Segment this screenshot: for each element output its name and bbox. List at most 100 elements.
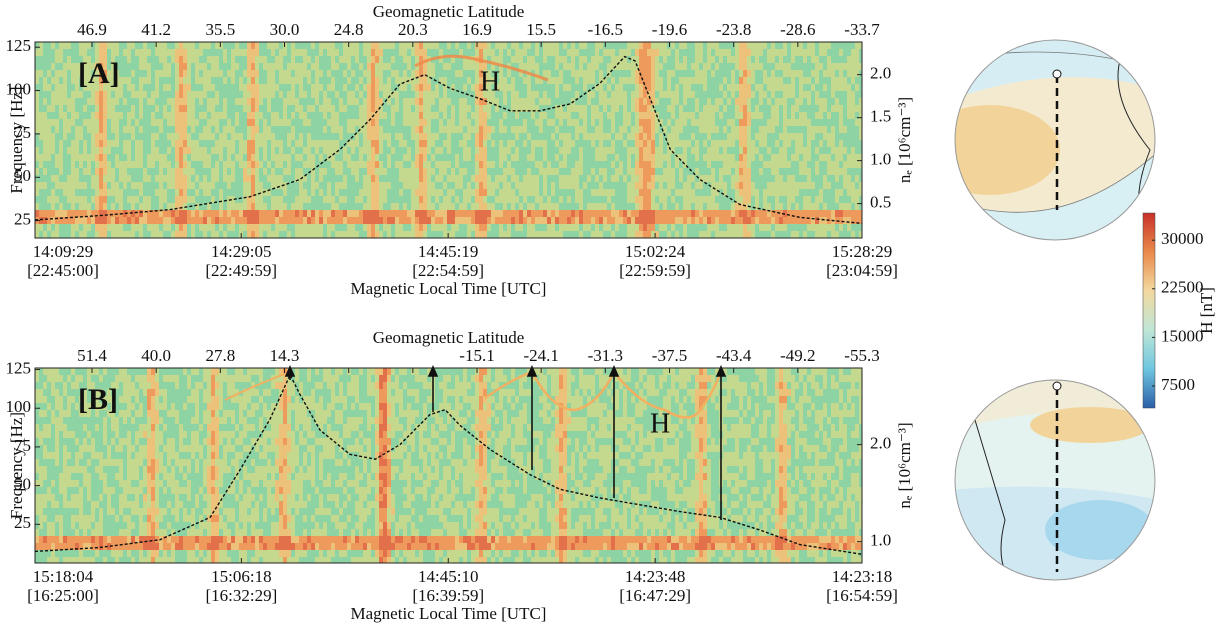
spectrogram-cell (163, 70, 167, 77)
spectrogram-cell (483, 182, 487, 189)
spectrogram-cell (271, 119, 275, 126)
spectrogram-cell (619, 161, 623, 168)
spectrogram-cell (259, 84, 263, 91)
spectrogram-cell (363, 63, 367, 70)
spectrogram-cell (331, 105, 335, 112)
spectrogram-cell (263, 224, 267, 231)
spectrogram-cell (619, 231, 623, 238)
spectrogram-cell (183, 84, 187, 91)
spectrogram-cell (235, 140, 239, 147)
spectrogram-cell (335, 91, 339, 98)
spectrogram-cell (131, 105, 135, 112)
spectrogram-cell (623, 182, 627, 189)
spectrogram-cell (251, 147, 255, 154)
spectrogram-cell (659, 112, 663, 119)
spectrogram-cell (207, 126, 211, 133)
spectrogram-cell (127, 133, 131, 140)
spectrogram-cell (99, 203, 103, 210)
spectrogram-cell (71, 56, 75, 63)
spectrogram-cell (679, 182, 683, 189)
spectrogram-cell (379, 63, 383, 70)
spectrogram-cell (599, 119, 603, 126)
spectrogram-cell (483, 210, 487, 217)
spectrogram-cell (639, 224, 643, 231)
spectrogram-cell (175, 140, 179, 147)
spectrogram-cell (391, 210, 395, 217)
spectrogram-cell (643, 140, 647, 147)
spectrogram-cell (151, 91, 155, 98)
spectrogram-cell (719, 98, 723, 105)
spectrogram-cell (731, 91, 735, 98)
spectrogram-cell (707, 224, 711, 231)
spectrogram-cell (475, 63, 479, 70)
spectrogram-cell (743, 133, 747, 140)
spectrogram-cell (511, 70, 515, 77)
spectrogram-cell (75, 231, 79, 238)
spectrogram-cell (635, 168, 639, 175)
spectrogram-cell (699, 112, 703, 119)
spectrogram-cell (579, 112, 583, 119)
spectrogram-cell (675, 203, 679, 210)
spectrogram-cell (123, 196, 127, 203)
spectrogram-cell (663, 77, 667, 84)
spectrogram-cell (335, 42, 339, 49)
spectrogram-cell (103, 91, 107, 98)
spectrogram-cell (435, 224, 439, 231)
spectrogram-cell (331, 217, 335, 224)
spectrogram-cell (363, 91, 367, 98)
spectrogram-cell (571, 133, 575, 140)
spectrogram-cell (287, 98, 291, 105)
spectrogram-cell (423, 49, 427, 56)
spectrogram-cell (551, 140, 555, 147)
spectrogram-cell (411, 175, 415, 182)
spectrogram-cell (559, 91, 563, 98)
spectrogram-cell (547, 42, 551, 49)
spectrogram-cell (507, 56, 511, 63)
spectrogram-cell (663, 147, 667, 154)
spectrogram-cell (515, 49, 519, 56)
spectrogram-cell (675, 49, 679, 56)
spectrogram-cell (99, 105, 103, 112)
spectrogram-cell (175, 161, 179, 168)
spectrogram-cell (491, 196, 495, 203)
spectrogram-cell (547, 133, 551, 140)
spectrogram-cell (423, 147, 427, 154)
spectrogram-cell (707, 203, 711, 210)
spectrogram-cell (599, 231, 603, 238)
spectrogram-cell (63, 56, 67, 63)
spectrogram-cell (527, 161, 531, 168)
spectrogram-cell (287, 203, 291, 210)
spectrogram-cell (243, 189, 247, 196)
spectrogram-cell (147, 161, 151, 168)
spectrogram-cell (135, 56, 139, 63)
spectrogram-cell (375, 224, 379, 231)
spectrogram-cell (683, 224, 687, 231)
spectrogram-cell (267, 217, 271, 224)
spectrogram-cell (311, 119, 315, 126)
spectrogram-cell (571, 161, 575, 168)
spectrogram-cell (351, 49, 355, 56)
spectrogram-cell (283, 70, 287, 77)
spectrogram-cell (275, 133, 279, 140)
spectrogram-cell (567, 224, 571, 231)
spectrogram-cell (619, 196, 623, 203)
spectrogram-cell (55, 84, 59, 91)
spectrogram-cell (699, 126, 703, 133)
spectrogram-cell (347, 196, 351, 203)
spectrogram-cell (375, 217, 379, 224)
spectrogram-cell (715, 91, 719, 98)
spectrogram-cell (555, 84, 559, 91)
spectrogram-cell (35, 182, 39, 189)
spectrogram-cell (487, 217, 491, 224)
spectrogram-cell (299, 70, 303, 77)
spectrogram-cell (451, 112, 455, 119)
spectrogram-cell (127, 231, 131, 238)
spectrogram-cell (719, 105, 723, 112)
spectrogram-cell (119, 91, 123, 98)
spectrogram-cell (511, 49, 515, 56)
spectrogram-cell (43, 98, 47, 105)
spectrogram-cell (507, 203, 511, 210)
spectrogram-cell (179, 56, 183, 63)
spectrogram-cell (615, 70, 619, 77)
spectrogram-cell (91, 147, 95, 154)
